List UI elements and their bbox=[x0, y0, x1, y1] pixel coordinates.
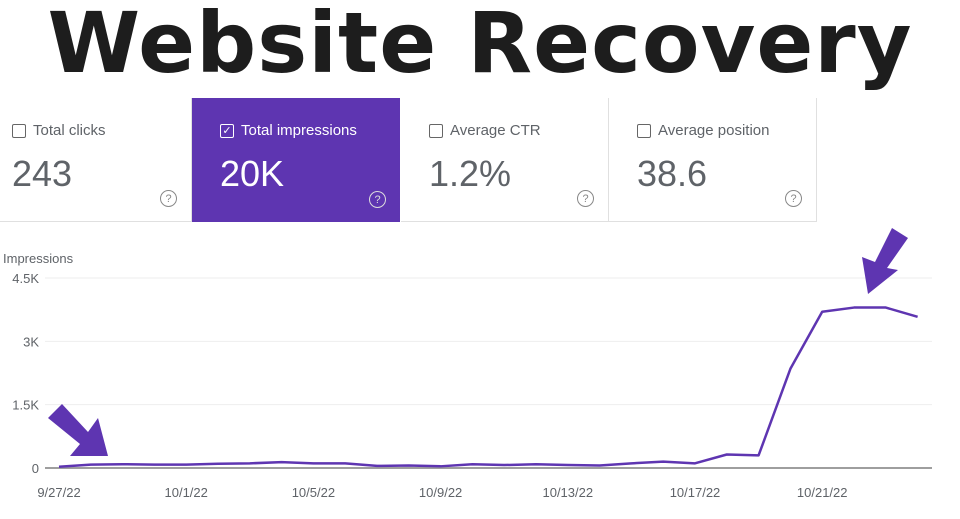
arrow-annotation-peak bbox=[862, 228, 908, 294]
checkbox[interactable] bbox=[637, 123, 651, 138]
page-title: Website Recovery bbox=[47, 0, 913, 92]
metric-cards: Total clicks 243 ? ✓ Total impressions 20K… bbox=[0, 98, 818, 222]
series-line-impressions bbox=[58, 306, 918, 468]
metric-card-average-position[interactable]: Average position 38.6 ? bbox=[609, 98, 817, 222]
y-tick-label: 3K bbox=[23, 334, 39, 349]
help-icon[interactable]: ? bbox=[785, 190, 802, 207]
metric-value: 20K bbox=[220, 153, 285, 194]
x-tick-label: 10/9/22 bbox=[419, 485, 462, 500]
y-tick-label: 1.5K bbox=[12, 398, 39, 413]
x-tick-label: 9/27/22 bbox=[37, 485, 80, 500]
checkbox[interactable] bbox=[12, 123, 26, 138]
metric-label: Average CTR bbox=[450, 122, 541, 139]
x-tick-label: 10/21/22 bbox=[797, 485, 848, 500]
x-tick-label: 10/13/22 bbox=[542, 485, 593, 500]
help-icon[interactable]: ? bbox=[160, 190, 177, 207]
metric-card-total-clicks[interactable]: Total clicks 243 ? bbox=[0, 98, 192, 222]
x-tick-label: 10/17/22 bbox=[670, 485, 721, 500]
help-icon[interactable]: ? bbox=[577, 190, 594, 207]
y-axis-label: Impressions bbox=[3, 251, 74, 266]
metric-label: Total clicks bbox=[33, 122, 106, 139]
x-tick-label: 10/5/22 bbox=[292, 485, 335, 500]
metric-value: 1.2% bbox=[429, 153, 512, 194]
help-icon[interactable]: ? bbox=[369, 191, 386, 208]
metric-label: Average position bbox=[658, 122, 770, 139]
y-tick-label: 4.5K bbox=[12, 271, 39, 286]
checkbox[interactable]: ✓ bbox=[220, 123, 234, 138]
x-tick-label: 10/1/22 bbox=[165, 485, 208, 500]
metric-value: 38.6 bbox=[637, 153, 708, 194]
metric-value: 243 bbox=[12, 153, 73, 194]
y-tick-label: 0 bbox=[32, 461, 39, 476]
metric-card-average-ctr[interactable]: Average CTR 1.2% ? bbox=[401, 98, 609, 222]
checkbox[interactable] bbox=[429, 123, 443, 138]
metric-card-total-impressions[interactable]: ✓ Total impressions 20K ? bbox=[192, 98, 400, 222]
metric-label: Total impressions bbox=[241, 122, 357, 139]
arrow-annotation-start bbox=[48, 404, 108, 456]
